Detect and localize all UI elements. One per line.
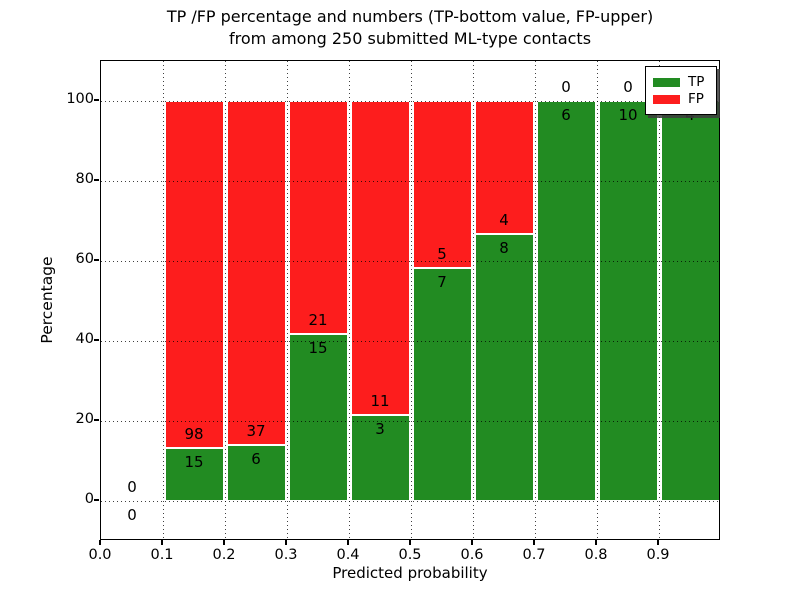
fp-count-label: 0 xyxy=(561,78,571,96)
chart-title-line-2: from among 250 submitted ML-type contact… xyxy=(228,29,592,48)
legend-label-fp: FP xyxy=(688,91,704,107)
fp-swatch-icon xyxy=(653,94,680,104)
grid-line-x xyxy=(596,61,598,539)
x-tick-label: 0.2 xyxy=(212,547,236,563)
grid-line-x xyxy=(658,61,660,539)
bar-tp xyxy=(350,415,410,501)
x-axis-label: Predicted probability xyxy=(332,564,488,582)
x-tick xyxy=(657,540,659,545)
y-tick xyxy=(94,259,99,261)
fp-count-label: 0 xyxy=(623,78,633,96)
tp-count-label: 15 xyxy=(184,452,204,471)
bar-fp xyxy=(474,101,534,235)
legend-item-fp: FP xyxy=(653,91,709,107)
x-tick-label: 0.7 xyxy=(522,547,546,563)
x-tick xyxy=(347,540,349,545)
bar-tp xyxy=(660,101,719,501)
bar-tp xyxy=(226,445,286,501)
y-tick xyxy=(94,419,99,421)
tp-count-label: 8 xyxy=(499,239,509,258)
grid-line-x xyxy=(348,61,350,539)
grid-line-x xyxy=(472,61,474,539)
y-tick xyxy=(94,179,99,181)
x-tick-label: 0.0 xyxy=(88,547,112,563)
bar-fp xyxy=(226,101,286,446)
chart-title-line-1: TP /FP percentage and numbers (TP-bottom… xyxy=(166,7,654,26)
x-tick-label: 0.1 xyxy=(150,547,174,563)
grid-line-y xyxy=(101,340,719,342)
x-tick xyxy=(595,540,597,545)
fp-count-label: 4 xyxy=(499,211,509,230)
chart-title: TP /FP percentage and numbers (TP-bottom… xyxy=(100,6,720,50)
grid-line-x xyxy=(224,61,226,539)
grid-line-y xyxy=(101,420,719,422)
grid-line-y xyxy=(101,260,719,262)
bar-tp xyxy=(412,267,472,501)
tp-count-label: 3 xyxy=(375,420,385,439)
y-tick xyxy=(94,99,99,101)
fp-count-label: 0 xyxy=(127,478,137,496)
bar-tp xyxy=(288,334,348,501)
y-tick-label: 60 xyxy=(75,251,94,267)
y-tick-label: 80 xyxy=(75,171,94,187)
grid-line-x xyxy=(534,61,536,539)
x-tick xyxy=(285,540,287,545)
grid-line-y xyxy=(101,180,719,182)
x-tick-label: 0.4 xyxy=(336,547,360,563)
x-tick-label: 0.6 xyxy=(460,547,484,563)
x-tick-label: 0.8 xyxy=(584,547,608,563)
tp-count-label: 7 xyxy=(437,272,447,291)
x-tick xyxy=(99,540,101,545)
x-tick-label: 0.9 xyxy=(646,547,670,563)
tp-count-label: 6 xyxy=(561,106,571,124)
x-tick-label: 0.3 xyxy=(274,547,298,563)
x-tick xyxy=(471,540,473,545)
tp-count-label: 15 xyxy=(308,339,328,358)
x-tick xyxy=(533,540,535,545)
y-tick-label: 0 xyxy=(84,491,94,507)
bar-fp xyxy=(412,101,472,268)
x-tick xyxy=(409,540,411,545)
tp-count-label: 4 xyxy=(685,106,695,124)
bar-fp xyxy=(350,101,410,416)
bar-tp xyxy=(164,447,224,501)
bar-tp xyxy=(536,101,596,501)
y-tick xyxy=(94,499,99,501)
x-tick-label: 0.5 xyxy=(398,547,422,563)
bar-fp xyxy=(288,101,348,335)
fp-count-label: 5 xyxy=(437,244,447,263)
tp-count-label: 6 xyxy=(251,450,261,469)
grid-line-x xyxy=(286,61,288,539)
y-tick xyxy=(94,339,99,341)
x-tick xyxy=(223,540,225,545)
y-tick-label: 40 xyxy=(75,331,94,347)
legend: TP FP xyxy=(645,66,717,115)
grid-line-y xyxy=(101,100,719,102)
fp-count-label: 11 xyxy=(370,392,390,411)
fp-count-label: 37 xyxy=(246,422,266,441)
tp-count-label: 0 xyxy=(127,506,137,524)
y-tick-label: 100 xyxy=(66,91,94,107)
tp-count-label: 10 xyxy=(618,106,638,124)
fp-count-label: 98 xyxy=(184,424,204,443)
grid-line-x xyxy=(162,61,164,539)
legend-label-tp: TP xyxy=(688,74,705,90)
fp-count-label: 21 xyxy=(308,311,328,330)
x-tick xyxy=(161,540,163,545)
legend-item-tp: TP xyxy=(653,74,709,90)
grid-line-y xyxy=(101,500,719,502)
plot-area: 009815376211511357480601004 xyxy=(100,60,720,540)
tp-swatch-icon xyxy=(653,77,680,87)
bar-fp xyxy=(164,101,224,448)
y-tick-label: 20 xyxy=(75,411,94,427)
bar-tp xyxy=(474,234,534,501)
grid-line-x xyxy=(410,61,412,539)
bar-tp xyxy=(598,101,658,501)
